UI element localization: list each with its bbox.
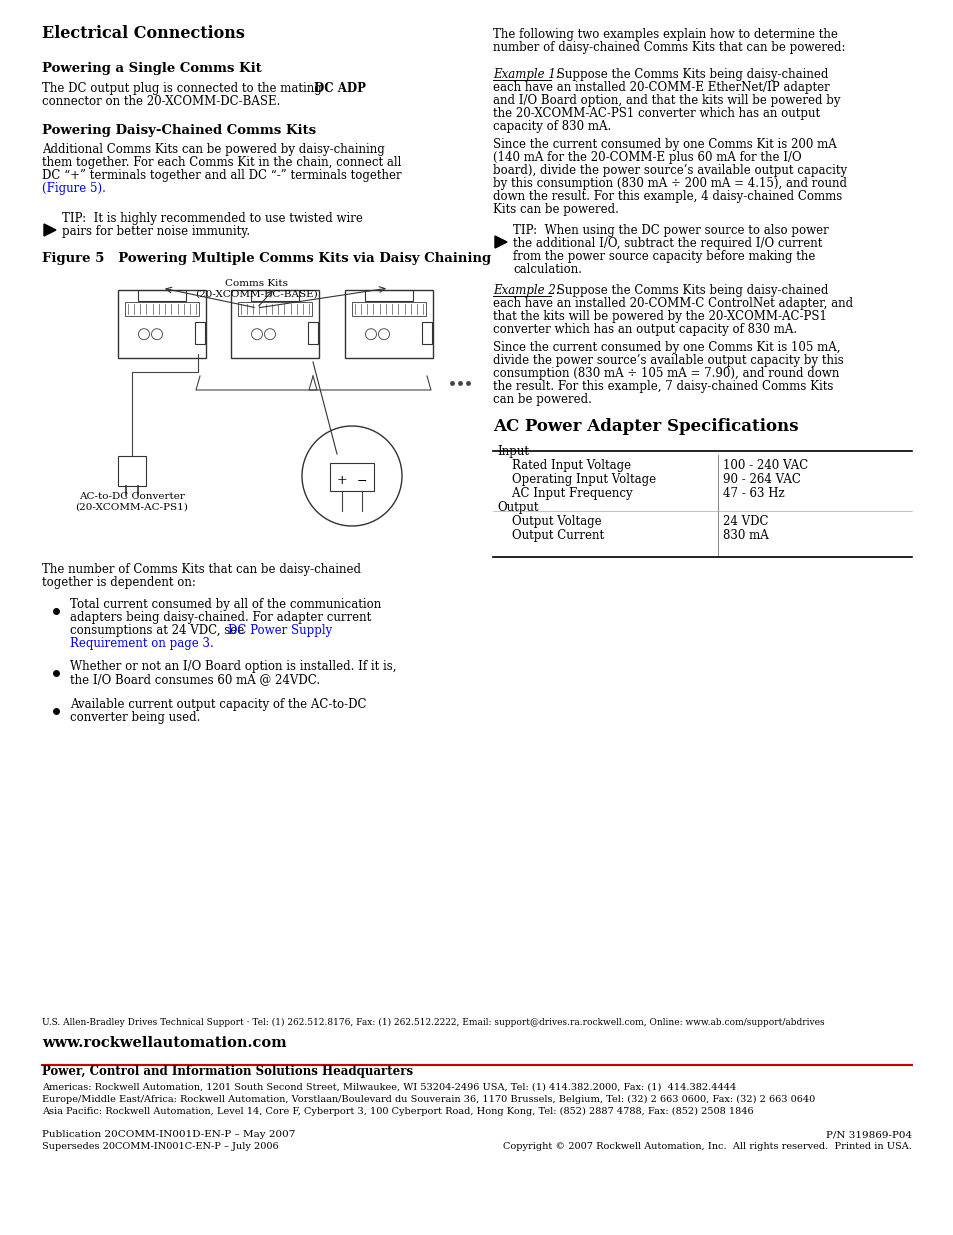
Text: Output Voltage: Output Voltage [497,515,601,529]
Bar [194,322,205,345]
Text: and I/O Board option, and that the kits will be powered by: and I/O Board option, and that the kits … [493,94,840,107]
Text: Powering a Single Comms Kit: Powering a Single Comms Kit [42,62,261,75]
Text: Output: Output [497,501,537,514]
Text: AC-to-DC Converter: AC-to-DC Converter [79,492,185,501]
Text: Total current consumed by all of the communication: Total current consumed by all of the com… [70,598,381,611]
Text: +: + [336,474,347,488]
Text: can be powered.: can be powered. [493,393,591,406]
Polygon shape [495,236,506,248]
Bar [137,290,186,301]
Text: 24 VDC: 24 VDC [722,515,768,529]
Bar [421,322,432,345]
Bar [330,463,374,492]
Bar [364,290,413,301]
Bar [118,290,206,358]
Text: Publication 20COMM-IN001D-EN-P – May 2007: Publication 20COMM-IN001D-EN-P – May 200… [42,1130,295,1139]
Text: each have an installed 20-COMM-E EtherNet/IP adapter: each have an installed 20-COMM-E EtherNe… [493,82,829,94]
Bar [345,290,433,358]
Text: Since the current consumed by one Comms Kit is 200 mA: Since the current consumed by one Comms … [493,138,836,151]
Text: AC Input Frequency: AC Input Frequency [497,487,632,500]
Text: Whether or not an I/O Board option is installed. If it is,: Whether or not an I/O Board option is in… [70,659,396,673]
Text: Kits can be powered.: Kits can be powered. [493,203,618,216]
Text: the I/O Board consumes 60 mA @ 24VDC.: the I/O Board consumes 60 mA @ 24VDC. [70,673,320,685]
Text: board), divide the power source’s available output capacity: board), divide the power source’s availa… [493,164,846,177]
Text: consumptions at 24 VDC, see: consumptions at 24 VDC, see [70,624,248,637]
Text: Suppose the Comms Kits being daisy-chained: Suppose the Comms Kits being daisy-chain… [553,284,827,296]
Text: the 20-XCOMM-AC-PS1 converter which has an output: the 20-XCOMM-AC-PS1 converter which has … [493,107,820,120]
Text: (20-XCOMM-DC-BASE): (20-XCOMM-DC-BASE) [195,290,318,299]
Text: TIP:  When using the DC power source to also power: TIP: When using the DC power source to a… [513,224,828,237]
Text: The following two examples explain how to determine the: The following two examples explain how t… [493,28,837,41]
Bar [237,301,312,316]
Text: Input: Input [497,445,529,458]
Text: Rated Input Voltage: Rated Input Voltage [497,459,631,472]
Text: Electrical Connections: Electrical Connections [42,25,245,42]
Text: the additional I/O, subtract the required I/O current: the additional I/O, subtract the require… [513,237,821,249]
Text: Operating Input Voltage: Operating Input Voltage [497,473,656,487]
Text: P/N 319869-P04: P/N 319869-P04 [825,1130,911,1139]
Bar [308,322,317,345]
Text: Power, Control and Information Solutions Headquarters: Power, Control and Information Solutions… [42,1065,413,1078]
Text: 90 - 264 VAC: 90 - 264 VAC [722,473,800,487]
Text: capacity of 830 mA.: capacity of 830 mA. [493,120,611,133]
Text: The DC output plug is connected to the mating: The DC output plug is connected to the m… [42,82,325,95]
Text: −: − [356,474,367,488]
Text: Additional Comms Kits can be powered by daisy-chaining: Additional Comms Kits can be powered by … [42,143,384,156]
Text: DC ADP: DC ADP [314,82,366,95]
Text: Powering Daisy-Chained Comms Kits: Powering Daisy-Chained Comms Kits [42,124,315,137]
Text: (140 mA for the 20-COMM-E plus 60 mA for the I/O: (140 mA for the 20-COMM-E plus 60 mA for… [493,151,801,164]
Text: Europe/Middle East/Africa: Rockwell Automation, Vorstlaan/Boulevard du Souverain: Europe/Middle East/Africa: Rockwell Auto… [42,1095,815,1104]
Text: together is dependent on:: together is dependent on: [42,576,195,589]
Polygon shape [44,224,56,236]
Text: Output Current: Output Current [497,529,603,542]
Text: U.S. Allen-Bradley Drives Technical Support · Tel: (1) 262.512.8176, Fax: (1) 26: U.S. Allen-Bradley Drives Technical Supp… [42,1018,823,1028]
Text: the result. For this example, 7 daisy-chained Comms Kits: the result. For this example, 7 daisy-ch… [493,380,833,393]
Text: number of daisy-chained Comms Kits that can be powered:: number of daisy-chained Comms Kits that … [493,41,844,54]
Text: calculation.: calculation. [513,263,581,275]
Text: www.rockwellautomation.com: www.rockwellautomation.com [42,1036,286,1050]
Text: consumption (830 mA ÷ 105 mA = 7.90), and round down: consumption (830 mA ÷ 105 mA = 7.90), an… [493,367,839,380]
Bar [118,456,146,487]
Text: Copyright © 2007 Rockwell Automation, Inc.  All rights reserved.  Printed in USA: Copyright © 2007 Rockwell Automation, In… [502,1142,911,1151]
Bar [251,290,299,301]
Text: Example 1:: Example 1: [493,68,559,82]
Text: from the power source capacity before making the: from the power source capacity before ma… [513,249,815,263]
Text: converter being used.: converter being used. [70,711,200,724]
Text: Americas: Rockwell Automation, 1201 South Second Street, Milwaukee, WI 53204-249: Americas: Rockwell Automation, 1201 Sout… [42,1083,736,1092]
Text: adapters being daisy-chained. For adapter current: adapters being daisy-chained. For adapte… [70,611,371,624]
Text: Example 2:: Example 2: [493,284,559,296]
Text: Supersedes 20COMM-IN001C-EN-P – July 2006: Supersedes 20COMM-IN001C-EN-P – July 200… [42,1142,278,1151]
Text: converter which has an output capacity of 830 mA.: converter which has an output capacity o… [493,324,797,336]
Text: Suppose the Comms Kits being daisy-chained: Suppose the Comms Kits being daisy-chain… [553,68,827,82]
Text: connector on the 20-XCOMM-DC-BASE.: connector on the 20-XCOMM-DC-BASE. [42,95,280,107]
Text: 47 - 63 Hz: 47 - 63 Hz [722,487,783,500]
Bar [231,290,318,358]
Text: AC Power Adapter Specifications: AC Power Adapter Specifications [493,417,798,435]
Text: DC “+” terminals together and all DC “-” terminals together: DC “+” terminals together and all DC “-”… [42,169,401,182]
Text: Comms Kits: Comms Kits [225,279,288,288]
Text: down the result. For this example, 4 daisy-chained Comms: down the result. For this example, 4 dai… [493,190,841,203]
Text: Available current output capacity of the AC-to-DC: Available current output capacity of the… [70,698,366,711]
Text: The number of Comms Kits that can be daisy-chained: The number of Comms Kits that can be dai… [42,563,360,576]
Text: (20-XCOMM-AC-PS1): (20-XCOMM-AC-PS1) [75,503,189,513]
Text: that the kits will be powered by the 20-XCOMM-AC-PS1: that the kits will be powered by the 20-… [493,310,826,324]
Bar [125,301,199,316]
Text: Requirement on page 3.: Requirement on page 3. [70,637,213,650]
Text: Asia Pacific: Rockwell Automation, Level 14, Core F, Cyberport 3, 100 Cyberport : Asia Pacific: Rockwell Automation, Level… [42,1107,753,1116]
Text: (Figure 5).: (Figure 5). [42,182,106,195]
Text: Figure 5   Powering Multiple Comms Kits via Daisy Chaining: Figure 5 Powering Multiple Comms Kits vi… [42,252,491,266]
Text: each have an installed 20-COMM-C ControlNet adapter, and: each have an installed 20-COMM-C Control… [493,296,852,310]
Text: TIP:  It is highly recommended to use twisted wire: TIP: It is highly recommended to use twi… [62,212,362,225]
Text: pairs for better noise immunity.: pairs for better noise immunity. [62,225,250,238]
Text: 830 mA: 830 mA [722,529,768,542]
Text: divide the power source’s available output capacity by this: divide the power source’s available outp… [493,354,842,367]
Text: 100 - 240 VAC: 100 - 240 VAC [722,459,807,472]
Text: by this consumption (830 mA ÷ 200 mA = 4.15), and round: by this consumption (830 mA ÷ 200 mA = 4… [493,177,846,190]
Text: Since the current consumed by one Comms Kit is 105 mA,: Since the current consumed by one Comms … [493,341,840,354]
Text: them together. For each Comms Kit in the chain, connect all: them together. For each Comms Kit in the… [42,156,401,169]
Text: DC Power Supply: DC Power Supply [228,624,332,637]
Bar [352,301,426,316]
